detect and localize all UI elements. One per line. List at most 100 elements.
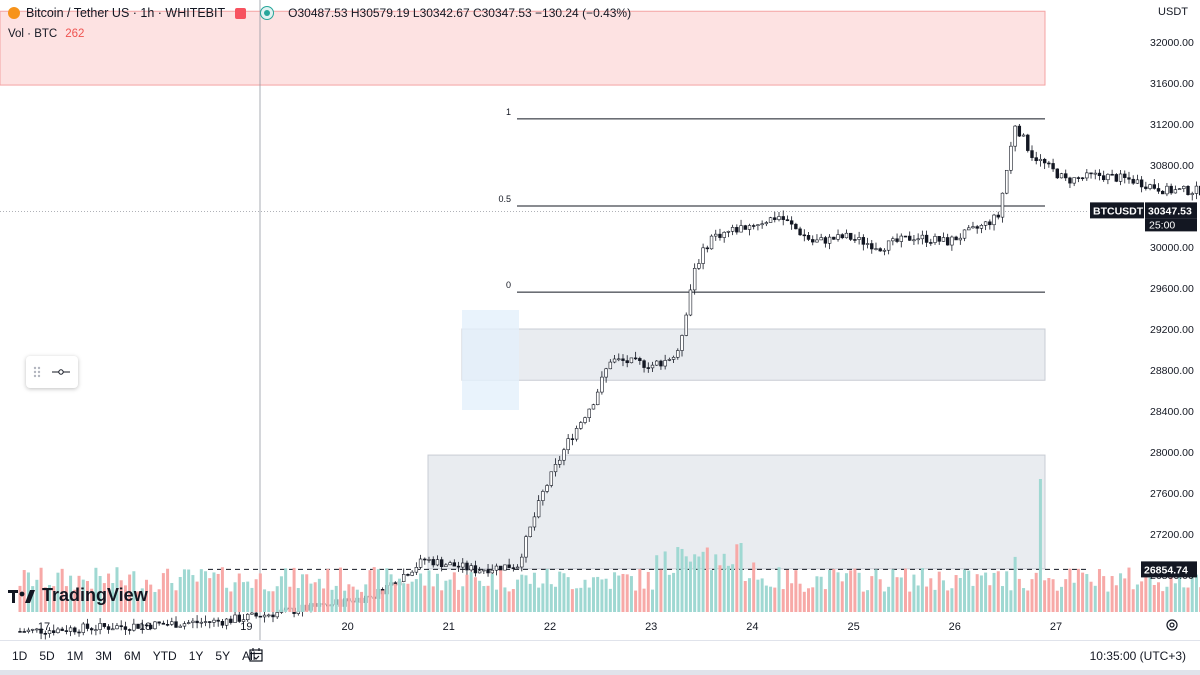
currency-label[interactable]: USDT (1158, 6, 1188, 18)
timeframe-1m[interactable]: 1M (66, 649, 84, 663)
candle-body (414, 567, 419, 573)
price-tick-label: 32000.00 (1150, 37, 1194, 49)
volume-bar (301, 574, 305, 612)
volume-bar (811, 587, 815, 612)
timeframe-all[interactable]: All (242, 649, 256, 663)
candle-body (271, 614, 275, 618)
candle-body (840, 234, 844, 239)
timeframe-5y[interactable]: 5Y (215, 649, 231, 663)
candle-body (954, 236, 958, 241)
volume-bar (431, 586, 435, 612)
volume-bar (18, 585, 22, 612)
candle-body (823, 237, 828, 244)
market-status-icon[interactable] (260, 6, 275, 20)
volume-bar (1165, 586, 1169, 612)
volume-bar (1060, 586, 1064, 612)
supply-zone (0, 10, 1046, 86)
candle-body (212, 619, 216, 623)
candle-body (494, 565, 499, 571)
timeframe-1y[interactable]: 1Y (188, 649, 204, 663)
candle-body (511, 567, 516, 569)
timeframe-6m[interactable]: 6M (124, 649, 141, 663)
volume-bar (212, 572, 216, 612)
calendar-icon[interactable] (248, 647, 264, 663)
price-chart[interactable]: 10.5026800.0027200.0027600.0028000.00284… (0, 0, 1200, 640)
volume-bar (554, 586, 558, 612)
last-price-value: 30347.53 (1148, 205, 1192, 217)
volume-bar (102, 583, 106, 612)
candle-body (827, 236, 832, 244)
candle-body (709, 235, 714, 250)
candle-body (570, 438, 575, 440)
candle-body (161, 622, 166, 625)
timeframe-3m[interactable]: 3M (95, 649, 113, 663)
candle-body (174, 621, 178, 628)
volume-bar (979, 575, 983, 612)
candle-body (482, 569, 486, 572)
volume-bar (680, 548, 684, 612)
candle-body (111, 628, 115, 631)
volume-bar (1135, 584, 1139, 612)
candle-body (600, 376, 604, 393)
candle-body (64, 630, 69, 632)
date-tick-label: 26 (949, 621, 961, 633)
clock-readout[interactable]: 10:35:00 (UTC+3) (1089, 649, 1186, 663)
candle-body (735, 227, 739, 233)
candle-body (1169, 185, 1173, 194)
candle-body (882, 249, 887, 252)
volume-bar (263, 589, 267, 612)
candle-body (1106, 173, 1110, 181)
symbol-title[interactable]: Bitcoin / Tether US · 1h · WHITEBIT (26, 6, 226, 20)
candle-body (216, 619, 220, 622)
candle-body (1186, 186, 1190, 196)
settings-icon[interactable] (1165, 618, 1179, 632)
candle-body (498, 565, 503, 571)
volume-bar (575, 588, 579, 612)
candle-body (802, 234, 807, 237)
volume-bar (1123, 578, 1127, 612)
candle-body (106, 626, 111, 630)
volume-bar (634, 590, 638, 612)
candle-body (262, 614, 267, 618)
volume-bar (123, 585, 127, 612)
volume-bar (1072, 582, 1076, 612)
candle-body (520, 556, 524, 568)
fib-level-label: 1 (506, 107, 511, 117)
candle-body (136, 623, 140, 629)
volume-bar (794, 570, 798, 612)
volume-bar (351, 586, 355, 612)
timeframe-1d[interactable]: 1D (12, 649, 28, 663)
volume-bar (697, 556, 701, 612)
candle-body (250, 612, 254, 615)
timeframe-ytd[interactable]: YTD (152, 649, 177, 663)
volume-bar (532, 572, 536, 612)
volume-bar (204, 571, 208, 612)
volume-bar (478, 580, 482, 612)
candle-body (1004, 169, 1009, 194)
volume-bar (528, 583, 532, 612)
volume-bar (64, 586, 68, 612)
candle-body (469, 565, 473, 571)
volume-bar (161, 573, 165, 612)
horizontal-line-tool-icon[interactable] (52, 369, 70, 375)
candle-body (26, 629, 31, 632)
range-zone-upper (461, 328, 1046, 381)
countdown-bg (1145, 218, 1197, 232)
volume-bar (1051, 579, 1055, 612)
volume-bar (545, 568, 549, 612)
drag-handle-icon[interactable] (33, 366, 41, 378)
candle-body (461, 562, 465, 568)
volume-bar (486, 585, 490, 612)
drawing-toolbar-widget[interactable] (26, 356, 78, 388)
candle-body (490, 569, 494, 574)
volume-bar (305, 574, 309, 612)
price-tick-label: 30000.00 (1150, 242, 1194, 254)
volume-bar (94, 567, 98, 612)
flag-icon[interactable] (235, 7, 247, 19)
timeframe-5d[interactable]: 5D (39, 649, 55, 663)
candle-body (929, 242, 933, 244)
tradingview-logo[interactable]: TradingView (8, 585, 148, 606)
candle-body (836, 234, 840, 240)
candle-body (924, 234, 929, 243)
volume-bar (895, 577, 899, 612)
